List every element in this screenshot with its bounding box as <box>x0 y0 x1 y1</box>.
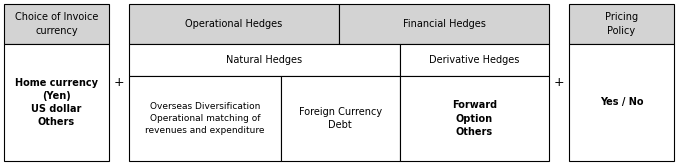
Text: Pricing
Policy: Pricing Policy <box>605 12 638 36</box>
Bar <box>281 76 400 161</box>
Bar <box>4 4 109 44</box>
Bar <box>400 44 549 76</box>
Text: Natural Hedges: Natural Hedges <box>226 55 302 65</box>
Text: +: + <box>554 76 564 89</box>
Bar <box>569 4 674 44</box>
Text: Home currency
(Yen)
US dollar
Others: Home currency (Yen) US dollar Others <box>15 78 98 127</box>
Text: Yes / No: Yes / No <box>600 98 643 108</box>
Text: Foreign Currency
Debt: Foreign Currency Debt <box>299 107 382 130</box>
Bar <box>129 76 281 161</box>
Text: Operational Hedges: Operational Hedges <box>185 19 283 29</box>
Bar <box>400 76 549 161</box>
Text: Forward
Option
Others: Forward Option Others <box>452 100 497 137</box>
Text: Financial Hedges: Financial Hedges <box>403 19 485 29</box>
Text: Choice of Invoice
currency: Choice of Invoice currency <box>15 12 98 36</box>
Bar <box>569 44 674 161</box>
Bar <box>339 4 549 44</box>
Bar <box>129 44 400 76</box>
Bar <box>129 4 339 44</box>
Bar <box>4 44 109 161</box>
Text: Derivative Hedges: Derivative Hedges <box>429 55 519 65</box>
Text: Overseas Diversification
Operational matching of
revenues and expenditure: Overseas Diversification Operational mat… <box>145 102 264 135</box>
Text: +: + <box>114 76 124 89</box>
